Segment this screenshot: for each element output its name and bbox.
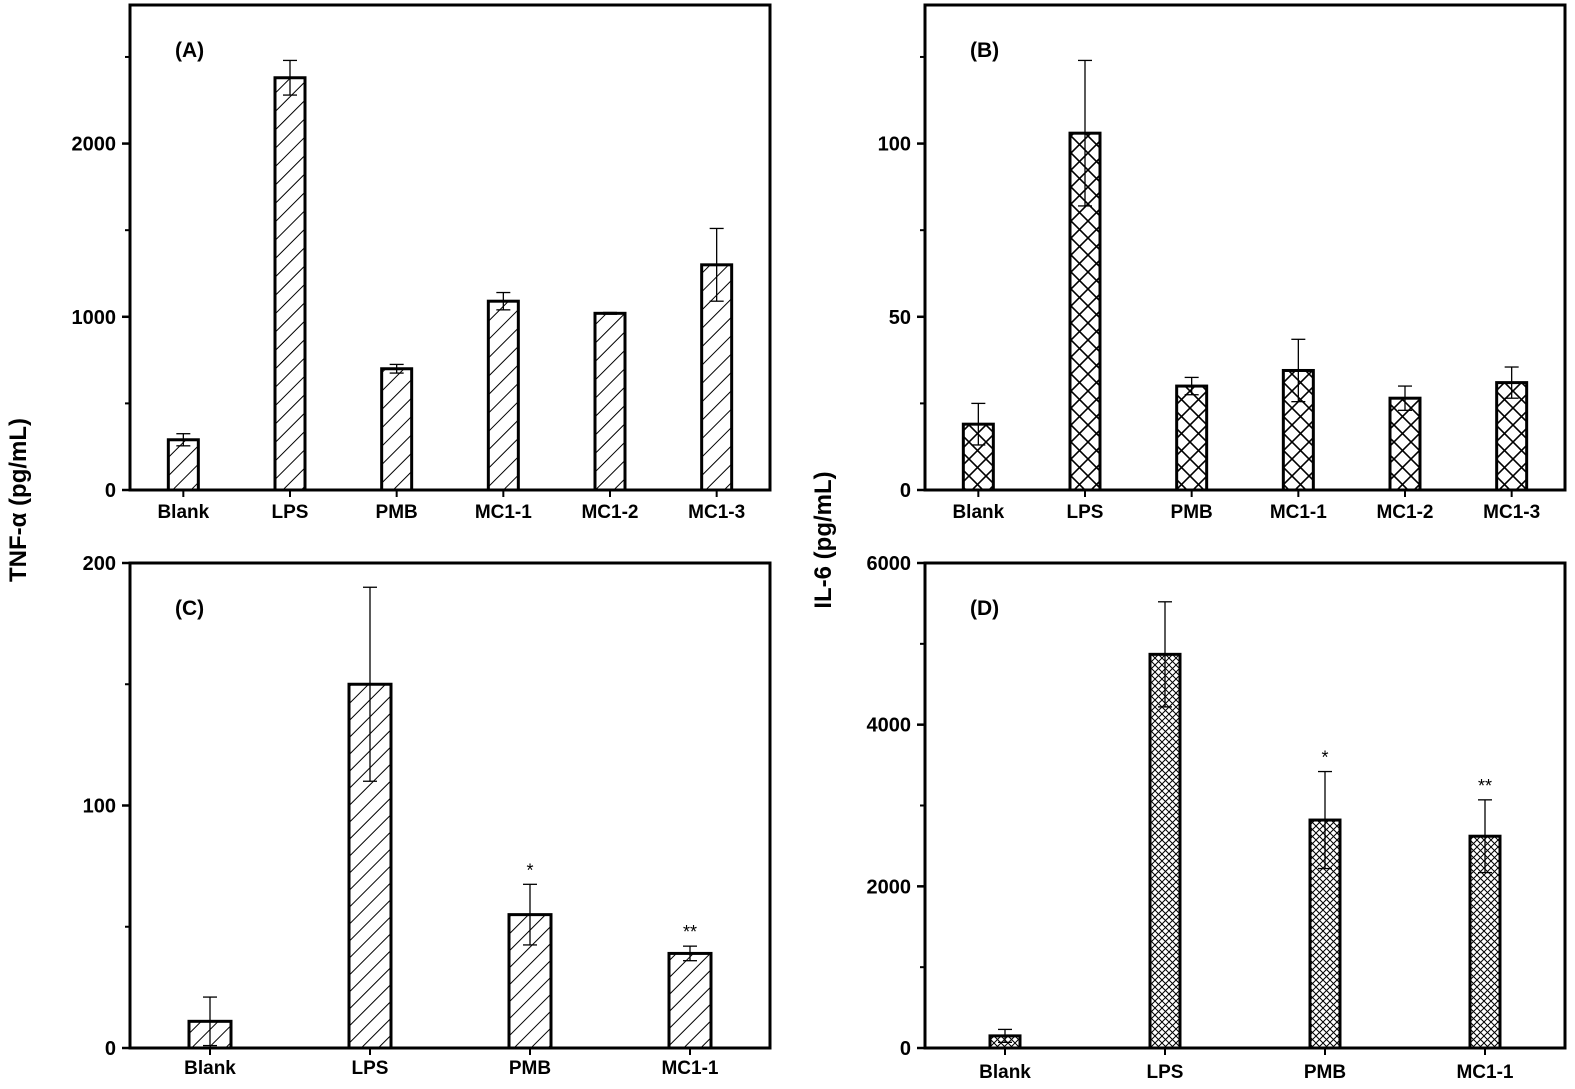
category-label: Blank <box>157 502 209 523</box>
y-tick-label: 200 <box>83 553 116 575</box>
y-tick-label: 6000 <box>867 553 912 575</box>
panel-b: 0 50 100 (B) Blank LPS PMB MC1-1 MC1-2 MC1-3 <box>878 3 1567 523</box>
category-label: LPS <box>272 502 309 523</box>
category-label: Blank <box>979 1062 1031 1083</box>
bar <box>1388 396 1422 492</box>
plot-frame <box>128 3 772 492</box>
bar <box>667 951 713 1050</box>
bar <box>700 263 734 492</box>
y-tick-label: 2000 <box>72 134 117 156</box>
panel-a: 0 1000 2000 (A) Blank LPS PMB MC1-1 MC1-2 MC1-3 <box>72 3 772 523</box>
bar <box>273 76 307 492</box>
category-label: MC1-1 <box>475 502 532 523</box>
bar <box>1148 652 1182 1050</box>
category-label: PMB <box>1171 502 1213 523</box>
panel-d: 0 2000 4000 6000 (D) Blank LPS * PMB ** MC1-1 <box>867 553 1567 1083</box>
category-label: MC1-1 <box>1270 502 1327 523</box>
y-axis-label-right: IL-6 (pg/mL) <box>810 471 837 608</box>
y-axis-label-left: TNF-α (pg/mL) <box>5 418 32 582</box>
significance-marker: * <box>1321 748 1328 768</box>
category-label: MC1-3 <box>1483 502 1540 523</box>
category-label: MC1-2 <box>1376 502 1433 523</box>
bar <box>380 367 414 492</box>
y-tick-label: 100 <box>83 796 116 818</box>
y-tick-label: 50 <box>889 307 911 329</box>
category-label: Blank <box>184 1058 236 1079</box>
bar <box>507 913 553 1050</box>
y-tick-label: 2000 <box>867 876 912 898</box>
panel-label: (A) <box>175 39 204 62</box>
panel-label: (B) <box>970 39 999 62</box>
panel-label: (C) <box>175 597 204 620</box>
bar <box>1175 384 1209 492</box>
category-label: Blank <box>952 502 1004 523</box>
category-label: PMB <box>1304 1062 1346 1083</box>
category-label: MC1-2 <box>581 502 638 523</box>
y-tick-label: 4000 <box>867 715 912 737</box>
category-label: MC1-3 <box>688 502 745 523</box>
significance-marker: * <box>526 860 533 880</box>
y-tick-label: 0 <box>900 480 911 502</box>
bar <box>486 299 520 492</box>
y-tick-label: 100 <box>878 134 911 156</box>
category-label: LPS <box>1147 1062 1184 1083</box>
bar <box>166 438 200 492</box>
panel-c: 0 100 200 (C) Blank LPS * PMB ** MC1-1 <box>83 553 772 1079</box>
panel-label: (D) <box>970 597 999 620</box>
y-tick-label: 1000 <box>72 307 117 329</box>
bar <box>593 311 627 492</box>
y-tick-label: 0 <box>900 1038 911 1060</box>
category-label: PMB <box>376 502 418 523</box>
y-tick-label: 0 <box>105 1038 116 1060</box>
category-label: MC1-1 <box>661 1058 718 1079</box>
significance-marker: ** <box>683 922 697 942</box>
category-label: LPS <box>352 1058 389 1079</box>
category-label: LPS <box>1067 502 1104 523</box>
significance-marker: ** <box>1478 776 1492 796</box>
y-tick-label: 0 <box>105 480 116 502</box>
bar <box>1495 381 1529 492</box>
plot-frame <box>923 3 1567 492</box>
category-label: MC1-1 <box>1456 1062 1513 1083</box>
category-label: PMB <box>509 1058 551 1079</box>
